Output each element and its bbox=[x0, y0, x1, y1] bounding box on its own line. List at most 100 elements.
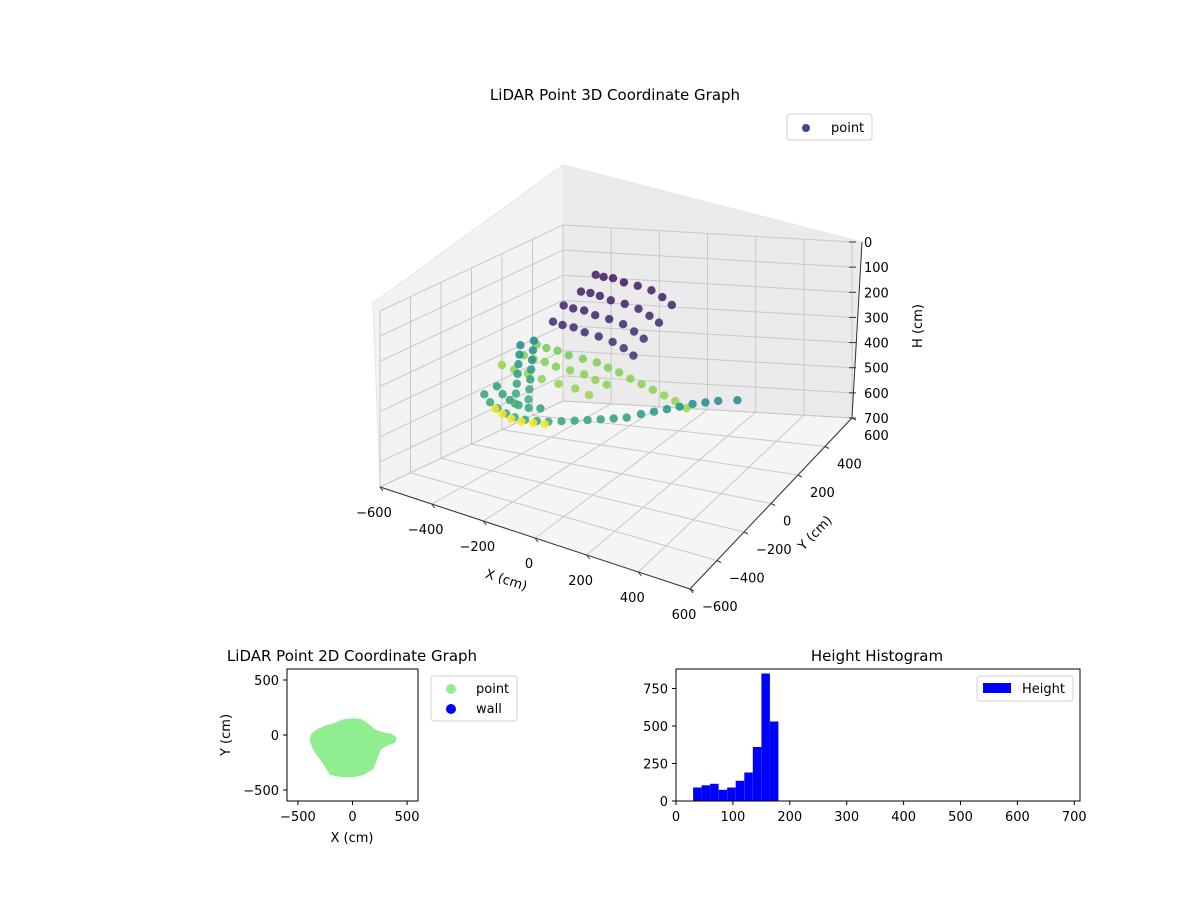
chart-2d: LiDAR Point 2D Coordinate Graph −500 0 500… bbox=[219, 647, 518, 846]
x-tick-label-3d: 200 bbox=[568, 574, 593, 589]
legend-marker-point bbox=[802, 124, 810, 132]
data-point-3d bbox=[537, 374, 546, 384]
legend-label-height: Height bbox=[1022, 682, 1065, 697]
grid-line bbox=[379, 249, 564, 337]
grid-line bbox=[379, 350, 564, 438]
data-point-3d bbox=[591, 375, 600, 385]
legend-label-wall: wall bbox=[476, 702, 502, 717]
data-point-3d bbox=[580, 370, 589, 379]
data-point-3d bbox=[584, 390, 594, 400]
z-tick-label-3d: 300 bbox=[864, 311, 889, 326]
data-point-3d bbox=[606, 296, 615, 305]
y-tick-label-hist: 750 bbox=[643, 683, 668, 698]
data-point-3d bbox=[576, 287, 586, 296]
chart-3d: LiDAR Point 3D Coordinate Graph −600 −400… bbox=[356, 86, 926, 623]
x-tick-label-hist: 300 bbox=[834, 810, 859, 825]
histogram-bar bbox=[727, 787, 736, 801]
y-tick-mark-3d bbox=[716, 560, 722, 563]
histogram-title: Height Histogram bbox=[811, 647, 943, 665]
point-cloud-region bbox=[309, 718, 397, 778]
z-tick-label-3d: 500 bbox=[864, 362, 889, 377]
data-point-3d bbox=[596, 415, 605, 424]
data-point-3d bbox=[605, 314, 614, 324]
data-point-3d bbox=[608, 337, 617, 347]
x-tick-label-3d: 600 bbox=[672, 608, 697, 623]
x-tick-label-3d: 0 bbox=[525, 557, 533, 572]
z-tick-label-3d: 0 bbox=[864, 236, 872, 251]
histogram-bars bbox=[693, 673, 779, 802]
points-3d bbox=[480, 270, 742, 429]
data-point-3d bbox=[594, 332, 603, 341]
data-point-3d bbox=[565, 366, 575, 375]
data-point-3d bbox=[511, 389, 521, 398]
data-point-3d bbox=[514, 360, 523, 369]
data-point-3d bbox=[553, 346, 562, 355]
x-tick-mark-3d bbox=[586, 554, 591, 560]
data-point-3d bbox=[629, 351, 638, 360]
data-point-3d bbox=[615, 368, 624, 377]
legend-marker-point-2d bbox=[446, 684, 456, 694]
x-axis-label-3d: X (cm) bbox=[483, 567, 529, 595]
x-tick-label-2d: −500 bbox=[280, 810, 316, 825]
data-point-3d bbox=[570, 416, 579, 425]
z-tick-label-3d: 100 bbox=[864, 261, 889, 276]
data-point-3d bbox=[507, 414, 516, 423]
z-tick-label-3d: 400 bbox=[864, 337, 889, 352]
legend-histogram: Height bbox=[976, 675, 1074, 702]
grid-line bbox=[379, 400, 564, 488]
data-point-3d bbox=[559, 301, 568, 310]
data-point-3d bbox=[480, 390, 489, 399]
data-point-3d bbox=[591, 311, 600, 320]
data-point-3d bbox=[619, 344, 628, 353]
data-point-3d bbox=[648, 385, 657, 394]
data-point-3d bbox=[688, 399, 697, 409]
data-point-3d bbox=[608, 274, 618, 283]
data-point-3d bbox=[580, 306, 589, 315]
axes-2d: −500 0 500 500 0 −500 bbox=[243, 674, 419, 825]
data-point-3d bbox=[620, 299, 629, 309]
data-point-3d bbox=[654, 318, 664, 327]
data-point-3d bbox=[526, 365, 536, 374]
y-tick-label-2d: 0 bbox=[271, 729, 279, 744]
data-point-3d bbox=[524, 395, 533, 404]
x-tick-mark-3d bbox=[637, 571, 642, 577]
data-point-3d bbox=[517, 417, 526, 426]
y-tick-label-3d: −600 bbox=[702, 600, 738, 615]
data-point-3d bbox=[515, 350, 524, 359]
data-point-3d bbox=[548, 317, 558, 326]
histogram-axes: 0 100 200 300 400 500 600 700 0 250 500 750 bbox=[643, 683, 1087, 826]
data-point-3d bbox=[558, 320, 567, 330]
data-point-3d bbox=[551, 362, 561, 371]
chart-histogram: Height Histogram 0 100 200 300 400 500 600 7000… bbox=[643, 647, 1087, 825]
pane-back bbox=[562, 164, 863, 419]
data-point-3d bbox=[512, 379, 521, 388]
x-ticks-3d: −600 −400 −200 0 200 400 600 bbox=[356, 486, 697, 623]
y-tick-label-hist: 500 bbox=[643, 720, 668, 735]
y-tick-mark-3d bbox=[770, 503, 776, 506]
data-point-3d bbox=[578, 354, 587, 363]
data-point-3d bbox=[498, 409, 507, 419]
grid-line bbox=[379, 299, 564, 387]
data-point-3d bbox=[609, 414, 618, 423]
data-point-3d bbox=[595, 291, 605, 301]
data-point-3d bbox=[528, 418, 538, 427]
data-point-3d bbox=[647, 286, 656, 295]
data-point-3d bbox=[639, 334, 648, 343]
data-point-3d bbox=[540, 420, 549, 429]
z-tick-label-3d: 600 bbox=[864, 387, 889, 402]
data-point-3d bbox=[733, 396, 742, 405]
chart-2d-title: LiDAR Point 2D Coordinate Graph bbox=[227, 647, 477, 665]
data-point-3d bbox=[564, 351, 573, 360]
data-point-3d bbox=[529, 336, 539, 345]
data-point-3d bbox=[540, 357, 549, 367]
data-point-3d bbox=[701, 398, 710, 407]
histogram-bar bbox=[693, 787, 702, 801]
data-point-3d bbox=[599, 272, 608, 282]
x-tick-label-3d: 400 bbox=[620, 591, 645, 606]
data-point-3d bbox=[557, 417, 566, 426]
histogram-bar bbox=[769, 721, 779, 801]
legend-3d: point bbox=[786, 113, 873, 141]
legend-marker-wall bbox=[446, 704, 456, 714]
x-tick-mark-3d bbox=[379, 486, 384, 492]
